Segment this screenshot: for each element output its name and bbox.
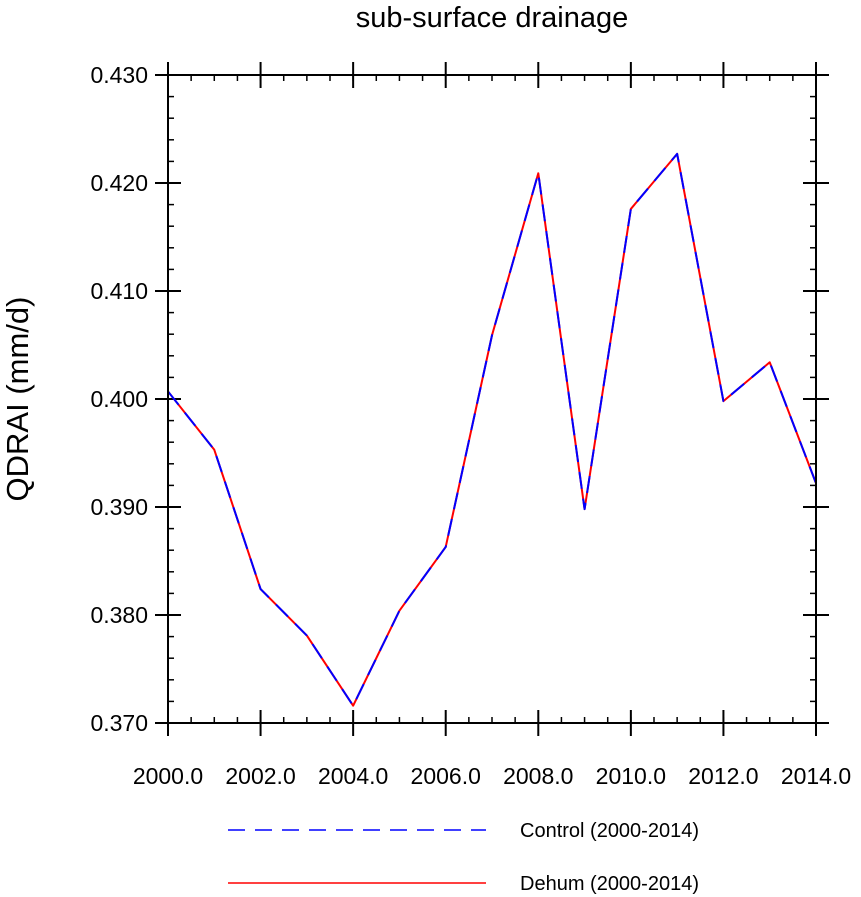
legend: Control (2000-2014) Dehum (2000-2014): [228, 820, 699, 895]
chart-title: sub-surface drainage: [356, 2, 628, 34]
legend-label-control: Control (2000-2014): [520, 820, 699, 842]
series-line-control: [167, 152, 817, 707]
y-tick-label: 0.430: [90, 62, 148, 88]
series-line-dehum: [167, 152, 817, 707]
y-axis-label: QDRAI (mm/d): [0, 297, 35, 502]
y-tick-labels: 0.370 0.380 0.390 0.400 0.410 0.420 0.430: [90, 62, 148, 736]
y-tick-label: 0.420: [90, 170, 148, 196]
x-tick-label: 2004.0: [318, 763, 388, 789]
x-tick-labels: 2000.0 2002.0 2004.0 2006.0 2008.0 2010.0 2012…: [133, 763, 851, 789]
y-tick-label: 0.410: [90, 278, 148, 304]
x-tick-label: 2012.0: [688, 763, 758, 789]
y-tick-label: 0.370: [90, 710, 148, 736]
x-tick-label: 2006.0: [411, 763, 481, 789]
y-tick-label: 0.390: [90, 494, 148, 520]
y-tick-label: 0.380: [90, 602, 148, 628]
y-tick-label: 0.400: [90, 386, 148, 412]
series-layer: [167, 152, 817, 707]
x-tick-label: 2000.0: [133, 763, 203, 789]
x-tick-label: 2010.0: [596, 763, 666, 789]
x-tick-label: 2008.0: [503, 763, 573, 789]
x-tick-label: 2002.0: [225, 763, 295, 789]
minor-ticks: [167, 74, 817, 724]
major-ticks: [155, 62, 829, 736]
legend-label-dehum: Dehum (2000-2014): [520, 873, 699, 895]
plot-frame: [167, 74, 817, 724]
x-tick-label: 2014.0: [781, 763, 851, 789]
